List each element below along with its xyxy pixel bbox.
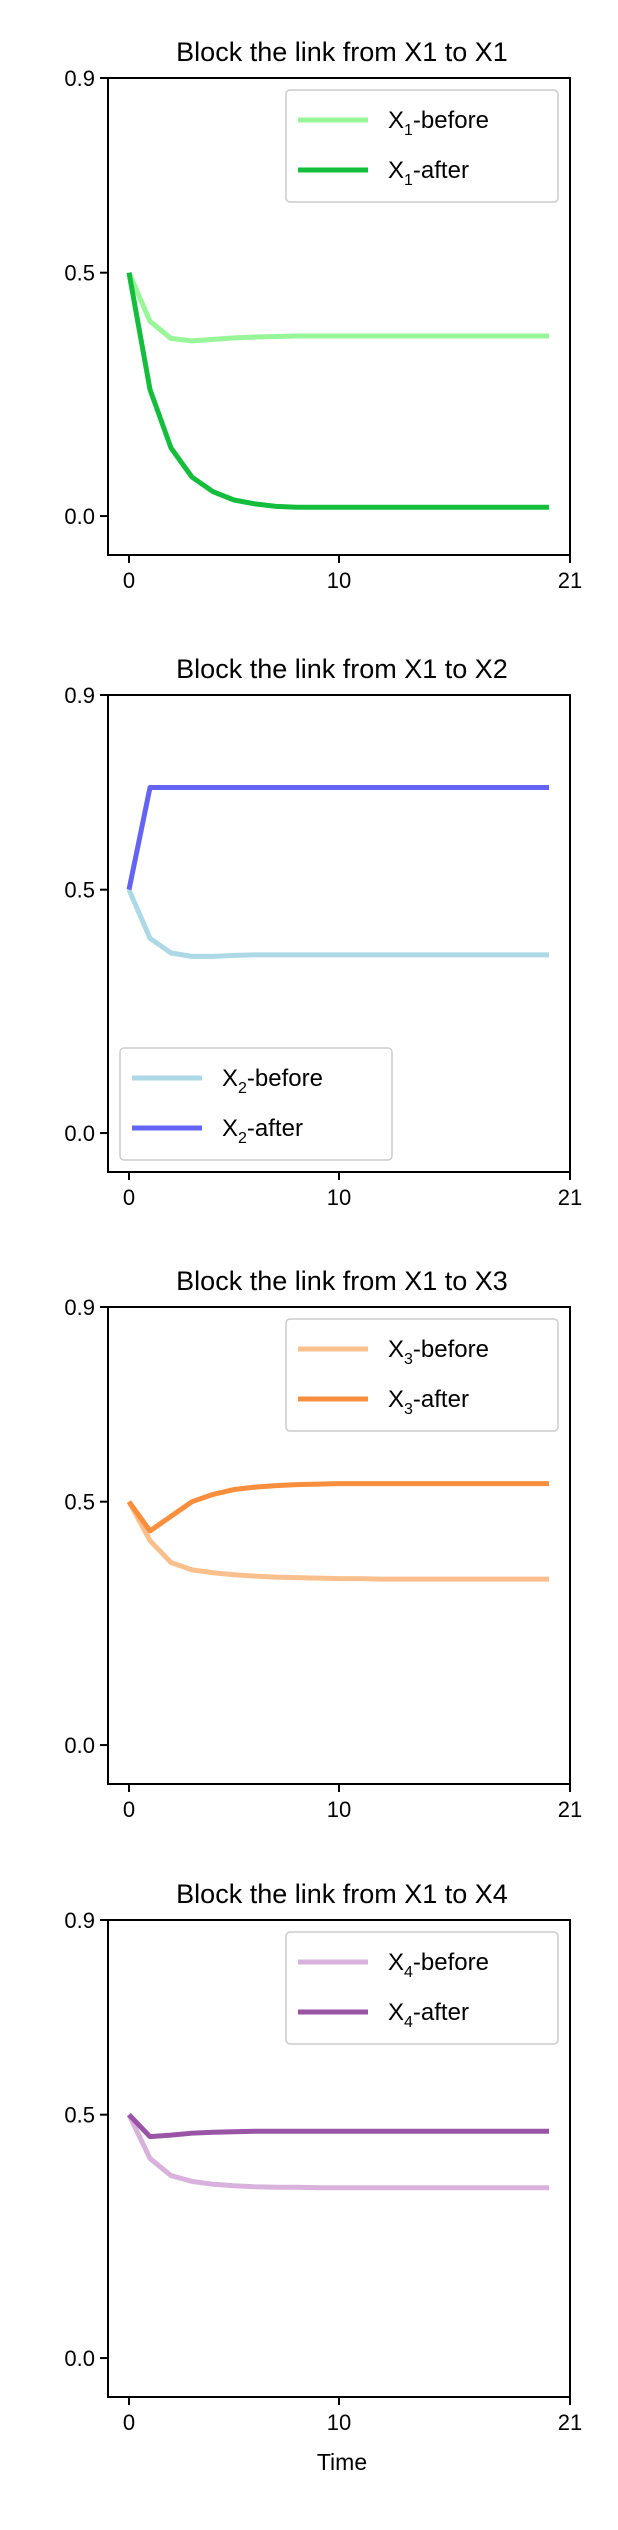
chart-panel-1: Block the link from X1 to X1 0 10 21 0.0 0.5 0… <box>64 37 582 593</box>
x-tick-label: 10 <box>327 1797 351 1822</box>
y-tick-label: 0.0 <box>64 1733 95 1758</box>
y-tick-label: 0.0 <box>64 2346 95 2371</box>
y-tick-label: 0.9 <box>64 1908 95 1933</box>
x-tick-label: 10 <box>327 568 351 593</box>
x-tick-label: 10 <box>327 1185 351 1210</box>
chart-title: Block the link from X1 to X1 <box>176 37 508 67</box>
x-tick-label: 21 <box>558 1797 582 1822</box>
y-tick-label: 0.9 <box>64 66 95 91</box>
chart-title: Block the link from X1 to X2 <box>176 654 508 684</box>
chart-panel-2: Block the link from X1 to X2 0 10 21 0.0 0.5 0… <box>64 654 582 1210</box>
x-tick-label: 10 <box>327 2410 351 2435</box>
x-tick-label: 0 <box>123 1797 135 1822</box>
series-line-x3-after <box>129 1484 549 1531</box>
y-tick-label: 0.5 <box>64 261 95 286</box>
chart-title: Block the link from X1 to X3 <box>176 1266 508 1296</box>
x-tick-label: 21 <box>558 1185 582 1210</box>
x-tick-label: 21 <box>558 568 582 593</box>
x-tick-label: 21 <box>558 2410 582 2435</box>
x-tick-label: 0 <box>123 568 135 593</box>
series-line-x1-before <box>129 273 549 341</box>
y-tick-label: 0.0 <box>64 1121 95 1146</box>
x-tick-label: 0 <box>123 1185 135 1210</box>
y-tick-label: 0.9 <box>64 683 95 708</box>
y-tick-label: 0.9 <box>64 1295 95 1320</box>
chart-panel-3: Block the link from X1 to X3 0 10 21 0.0 0.5 0… <box>64 1266 582 1822</box>
y-tick-label: 0.5 <box>64 2103 95 2128</box>
series-line-x1-after <box>129 273 549 508</box>
series-line-x4-after <box>129 2115 549 2137</box>
x-tick-label: 0 <box>123 2410 135 2435</box>
series-line-x2-after <box>129 787 549 889</box>
chart-title: Block the link from X1 to X4 <box>176 1879 508 1909</box>
x-axis-label: Time <box>317 2449 367 2475</box>
y-tick-label: 0.5 <box>64 1490 95 1515</box>
y-tick-label: 0.5 <box>64 878 95 903</box>
series-line-x3-before <box>129 1502 549 1579</box>
series-line-x2-before <box>129 890 549 957</box>
y-tick-label: 0.0 <box>64 504 95 529</box>
series-line-x4-before <box>129 2115 549 2188</box>
chart-panel-4: Block the link from X1 to X4 0 10 21 0.0 0.5 0… <box>64 1879 582 2475</box>
